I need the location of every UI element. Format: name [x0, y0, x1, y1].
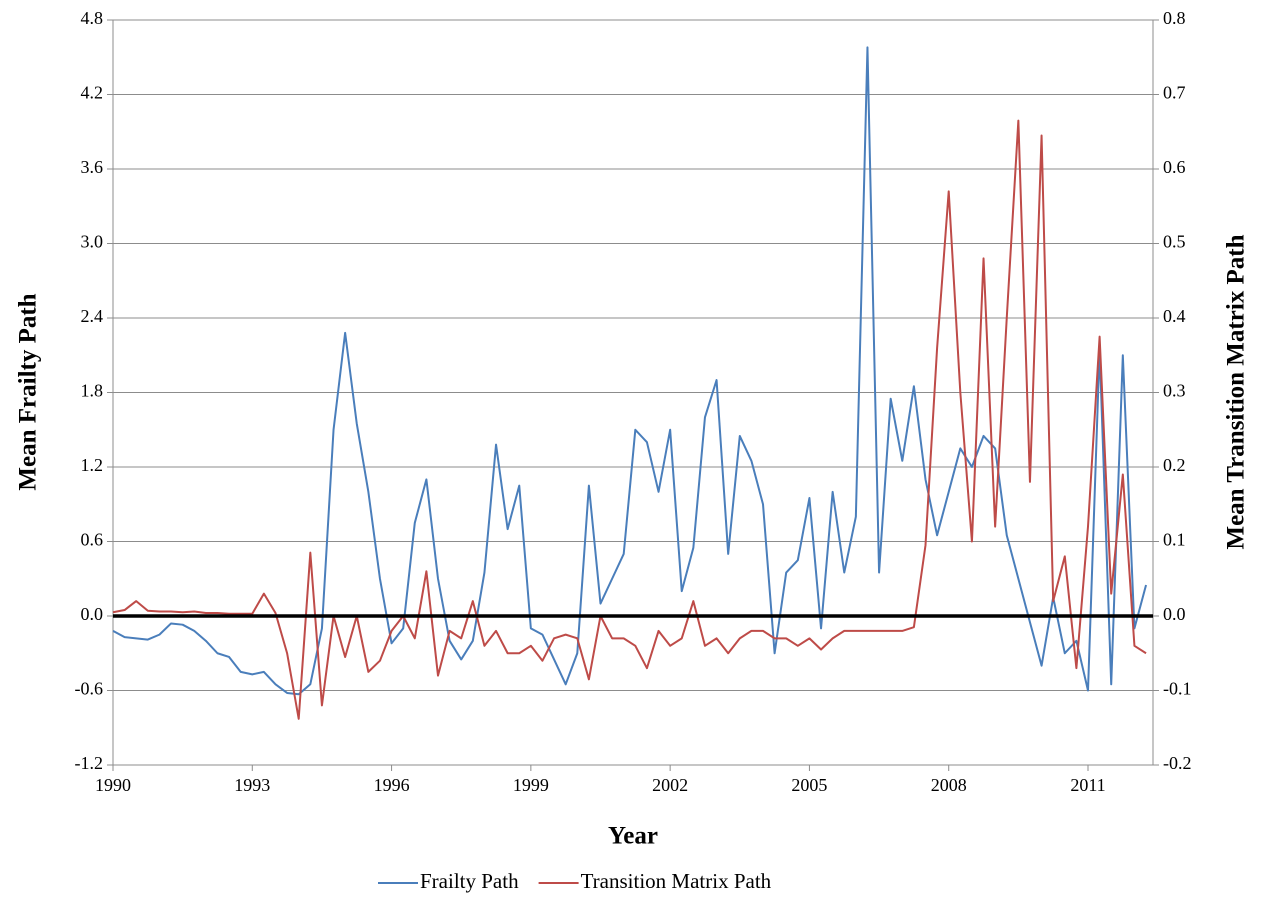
y2-tick-label: 0.5 [1163, 232, 1186, 252]
y-tick-label: 3.6 [81, 157, 104, 177]
data-line [112, 119, 1147, 720]
y-axis-title: Mean Frailty Path [15, 293, 42, 490]
y-tick-label: 2.4 [81, 306, 104, 326]
x-tick-label: 1993 [234, 775, 270, 795]
y-tick-label: 0.6 [81, 530, 104, 550]
x-axis-title: Year [608, 823, 658, 850]
y2-tick-label: 0.7 [1163, 83, 1186, 103]
y2-tick-label: 0.3 [1163, 381, 1186, 401]
x-tick-label: 1999 [513, 775, 549, 795]
y-tick-label: 1.2 [81, 455, 104, 475]
data-line [112, 46, 1148, 696]
y2-tick-label: 0.2 [1163, 455, 1186, 475]
y-tick-label: -1.2 [75, 753, 104, 773]
y2-tick-label: 0.6 [1163, 157, 1186, 177]
y2-tick-label: 0.4 [1163, 306, 1186, 326]
y2-tick-label: 0.1 [1163, 530, 1186, 550]
y-tick-label: 3.0 [81, 232, 104, 252]
legend-label: Frailty Path [420, 869, 519, 893]
y-tick-label: -0.6 [75, 679, 104, 699]
x-tick-label: 2005 [791, 775, 827, 795]
x-tick-label: 2011 [1070, 775, 1105, 795]
x-tick-label: 1996 [374, 775, 410, 795]
y2-axis-title: Mean Transition Matrix Path [1223, 234, 1250, 549]
y2-tick-label: -0.2 [1163, 753, 1192, 773]
y-tick-label: 0.0 [81, 604, 104, 624]
x-tick-label: 2002 [652, 775, 688, 795]
y-tick-label: 4.2 [81, 83, 104, 103]
y2-tick-label: 0.0 [1163, 604, 1186, 624]
x-tick-label: 1990 [95, 775, 131, 795]
x-tick-label: 2008 [931, 775, 967, 795]
y2-tick-label: 0.8 [1163, 8, 1186, 28]
y-tick-label: 1.8 [81, 381, 104, 401]
y2-tick-label: -0.1 [1163, 679, 1192, 699]
y-tick-label: 4.8 [81, 8, 104, 28]
legend-label: Transition Matrix Path [581, 869, 772, 893]
